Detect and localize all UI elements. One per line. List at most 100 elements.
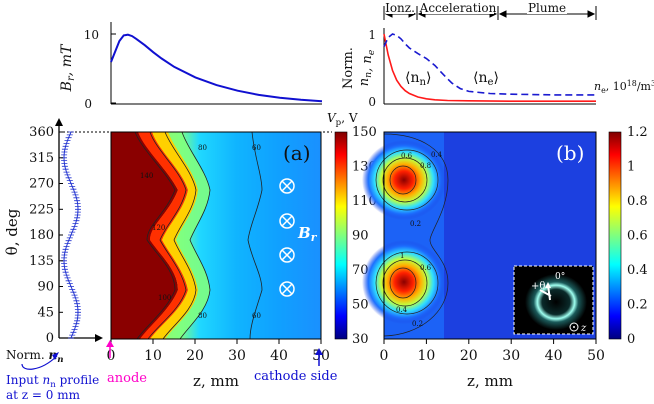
ne-xtick-50: 50	[587, 348, 605, 364]
ne-contour-label-0.4b: 0.4	[396, 306, 408, 314]
vp-contour-label-100: 100	[158, 294, 171, 302]
theta-axis: θ, deg 0 45 90 135 180 225 270 315 360	[3, 125, 63, 346]
ne-contour-label-0.6a: 0.6	[401, 152, 413, 160]
vp-xtick-50: 50	[312, 348, 330, 364]
br-ylabel: Br, mT	[59, 43, 77, 92]
input-note: Input nn profile	[6, 373, 99, 390]
vp-contour-label-60a: 60	[252, 144, 261, 152]
ne-contour-label-0.2a: 0.2	[410, 220, 421, 228]
vp-map-green-band	[165, 132, 210, 339]
vp-map: 140 120 100 80 80 60 60 (a) Br	[110, 131, 322, 340]
ne-contour-upper-2	[382, 157, 428, 203]
ne-map-hotspot-upper	[362, 140, 446, 220]
ne-x-axis: 0 10 20 30 40 50 z, mm	[380, 339, 605, 390]
thruster-inset: +θ 0° z	[513, 265, 594, 335]
br-field-symbol-1	[279, 178, 295, 194]
theta-tick-360: 360	[29, 125, 54, 140]
ne-xtick-0: 0	[380, 348, 389, 364]
inset-label-z: z	[580, 323, 587, 334]
ne-contour-upper-1	[389, 165, 417, 195]
vp-contour-label-80a: 80	[198, 144, 207, 152]
vp-cbtick-90: 90	[352, 229, 369, 244]
density-ylabel-vars: nn, ne	[357, 49, 377, 86]
br-field-symbol-4	[279, 281, 295, 297]
density-legend-ne: ⟨ne⟩	[473, 70, 499, 88]
region-label-ionz: Ionz.	[385, 1, 415, 15]
br-field-symbols	[279, 178, 295, 297]
ne-contour-label-0.6b: 0.6	[420, 264, 432, 272]
vp-xtick-0: 0	[107, 348, 116, 364]
vp-contour-60	[247, 131, 263, 340]
inset-label-zero: 0°	[555, 272, 565, 282]
ne-xtick-20: 20	[460, 348, 478, 364]
inset-label-theta: +θ	[531, 281, 545, 292]
density-ytick-0: 0	[368, 95, 376, 109]
density-plot: 1 0 Norm. nn, ne Ionz. Acceleration Plum…	[341, 1, 597, 109]
vp-map-hot-zone	[111, 132, 178, 339]
ne-xtick-10: 10	[417, 348, 435, 364]
vp-contour-label-80b: 80	[198, 312, 207, 320]
inset-z-symbol	[569, 322, 579, 332]
region-label-plume: Plume	[528, 1, 566, 15]
ne-contour-label-0.2b: 0.2	[412, 320, 423, 328]
ne-cbtick-0.6: 0.6	[627, 229, 648, 244]
ne-cbtick-1: 1	[627, 160, 635, 175]
vp-contour-label-140: 140	[140, 172, 153, 180]
inset-z-dot	[573, 326, 575, 328]
vp-cbtick-50: 50	[352, 298, 369, 313]
density-series-nn	[383, 33, 596, 102]
vp-xlabel: z, mm	[193, 372, 239, 390]
cathode-label: cathode side	[254, 369, 338, 384]
ne-map: 0.6 0.8 0.4 0.2 1 0.6 0.4 0.2 (b) +θ 0° …	[362, 131, 597, 340]
br-ytick-10: 10	[84, 28, 99, 42]
ne-colorbar: 0 0.2 0.4 0.6 0.8 1 1.2 ne, 1018/m3	[594, 79, 654, 347]
ne-cbtick-0.2: 0.2	[627, 298, 648, 313]
nn-profile-y-arrow	[55, 118, 63, 126]
theta-tick-225: 225	[29, 202, 54, 217]
ne-xtick-30: 30	[502, 348, 520, 364]
ne-contours	[375, 133, 449, 337]
br-plot: 0 10 Br, mT	[59, 22, 323, 111]
vp-xtick-20: 20	[186, 348, 204, 364]
theta-tick-270: 270	[29, 177, 54, 192]
br-ytick-0: 0	[84, 97, 92, 111]
ne-colorbar-ramp	[608, 131, 622, 340]
vp-contour-140	[134, 131, 176, 340]
ne-xlabel: z, mm	[467, 372, 513, 390]
region-label-acceleration: Acceleration	[419, 1, 497, 15]
ne-cbtick-0: 0	[627, 332, 635, 347]
anode-label: anode	[107, 371, 147, 386]
ne-contour-lower-3	[375, 251, 439, 315]
ne-map-frame	[383, 131, 597, 340]
input-arrow	[21, 355, 58, 370]
density-series-ne	[383, 33, 596, 96]
region-label-bg-plume	[527, 2, 567, 14]
vp-cbtick-150: 150	[352, 125, 377, 140]
theta-axis-label: θ, deg	[3, 208, 21, 255]
anode-arrowhead	[106, 340, 114, 347]
density-ylabel-main: Norm.	[341, 47, 356, 89]
region-label-bg-ionz	[386, 2, 414, 14]
inset-zero-arrow	[545, 282, 551, 288]
nn-profile-errorbars	[61, 131, 81, 339]
ne-cbtick-0.4: 0.4	[627, 263, 648, 278]
vp-x-axis: 0 10 20 30 40 50 z, mm	[107, 339, 330, 390]
theta-tick-0: 0	[46, 331, 54, 346]
vp-map-frame	[110, 131, 322, 340]
theta-tick-315: 315	[29, 151, 54, 166]
vp-contour-label-60b: 60	[252, 312, 261, 320]
theta-tick-135: 135	[29, 254, 54, 269]
ne-contour-lower-2	[382, 259, 428, 307]
vp-xtick-30: 30	[228, 348, 246, 364]
ne-xtick-40: 40	[545, 348, 563, 364]
vp-cbtick-30: 30	[352, 332, 369, 347]
vp-colorbar-ramp	[334, 131, 348, 340]
vp-map-red-band	[138, 132, 188, 339]
ne-cbtick-0.8: 0.8	[627, 194, 648, 209]
vp-contour-80	[179, 131, 211, 340]
vp-contour-120	[147, 131, 187, 340]
ne-contour-label-1: 1	[400, 252, 404, 260]
theta-tick-180: 180	[29, 228, 54, 243]
ne-contour-label-0.8: 0.8	[420, 162, 431, 170]
